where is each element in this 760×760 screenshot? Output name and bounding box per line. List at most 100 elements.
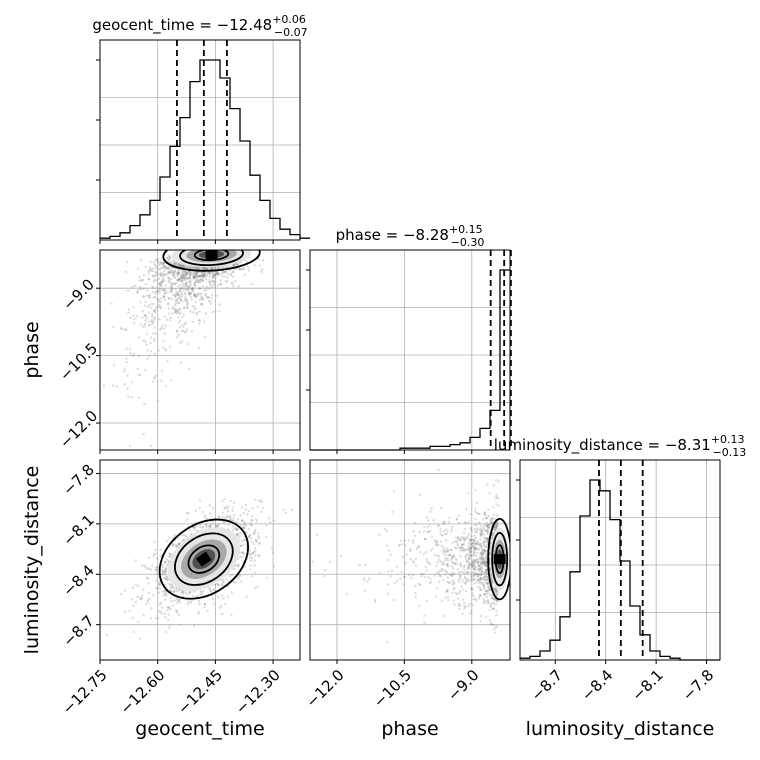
scatter-point (208, 282, 212, 285)
scatter-point (477, 560, 480, 564)
scatter-point (175, 298, 178, 301)
scatter-point (158, 263, 161, 267)
scatter-point (479, 566, 483, 569)
scatter-point (486, 537, 489, 541)
scatter-point (170, 282, 174, 285)
scatter-point (202, 274, 206, 277)
scatter-point (482, 548, 485, 552)
scatter-point (444, 528, 448, 531)
scatter-point (229, 517, 233, 520)
scatter-point (474, 546, 477, 550)
scatter-point (214, 310, 217, 313)
scatter-point (389, 575, 393, 578)
scatter-point (480, 552, 483, 556)
scatter-point (158, 298, 161, 302)
scatter-point (160, 369, 164, 372)
scatter-point (203, 275, 206, 278)
scatter-point (198, 267, 201, 271)
scatter-point (211, 310, 215, 314)
scatter-point (239, 524, 242, 527)
scatter-point (473, 547, 477, 550)
scatter-point (162, 262, 166, 265)
scatter-point (445, 553, 448, 557)
scatter-point (177, 279, 181, 282)
scatter-point (265, 535, 268, 538)
scatter-point (201, 274, 205, 277)
scatter-point (162, 327, 166, 330)
x-tick-label-geocent_time: −12.60 (116, 666, 168, 718)
scatter-point (167, 302, 170, 305)
scatter-point (178, 301, 181, 304)
scatter-point (477, 565, 481, 568)
scatter-point (207, 271, 211, 275)
scatter-point (203, 266, 207, 270)
scatter-point (161, 590, 164, 593)
scatter-point (475, 581, 478, 584)
scatter-point (251, 283, 254, 286)
scatter-point (480, 569, 484, 573)
scatter-point (189, 291, 193, 295)
scatter-point (224, 271, 227, 274)
scatter-point (256, 505, 260, 508)
scatter-point (185, 271, 188, 275)
scatter-point (154, 306, 158, 309)
scatter-point (253, 264, 257, 267)
scatter-point (169, 596, 173, 599)
scatter-point (241, 556, 244, 559)
scatter-point (241, 519, 244, 522)
scatter-point (495, 593, 499, 597)
scatter-point (175, 601, 179, 605)
scatter-point (213, 273, 216, 276)
scatter-point (255, 539, 258, 542)
scatter-point (472, 551, 476, 554)
scatter-point (463, 568, 466, 572)
scatter-point (423, 621, 426, 624)
scatter-point (172, 293, 175, 297)
scatter-point (462, 538, 466, 541)
scatter-point (212, 587, 215, 591)
scatter-point (165, 575, 169, 579)
scatter-point (159, 271, 162, 274)
scatter-point (482, 517, 485, 521)
scatter-point (193, 308, 197, 311)
scatter-point (165, 273, 169, 276)
scatter-point (475, 565, 478, 569)
scatter-point (232, 513, 236, 517)
scatter-point (136, 367, 139, 371)
scatter-point (477, 564, 481, 568)
scatter-point (195, 272, 198, 275)
scatter-point (472, 561, 476, 565)
scatter-point (447, 581, 451, 585)
scatter-point (141, 310, 145, 313)
scatter-point (162, 262, 165, 265)
scatter-point (472, 554, 475, 557)
scatter-point (208, 271, 212, 274)
scatter-point (181, 264, 184, 267)
scatter-point (186, 328, 189, 331)
scatter-point (490, 623, 493, 626)
scatter-point (471, 542, 475, 545)
scatter-point (260, 270, 263, 274)
scatter-point (490, 522, 493, 525)
scatter-point (159, 554, 163, 558)
scatter-point (378, 533, 381, 537)
scatter-point (135, 290, 139, 294)
scatter-point (480, 530, 484, 533)
scatter-point (467, 547, 471, 551)
scatter-point (488, 492, 491, 495)
scatter-point (154, 278, 157, 281)
scatter-point (414, 564, 418, 567)
scatter-point (160, 573, 164, 576)
scatter-point (182, 265, 185, 268)
scatter-point (123, 367, 126, 370)
scatter-point (187, 290, 190, 294)
scatter-point (480, 572, 483, 576)
scatter-point (450, 528, 454, 531)
scatter-point (144, 314, 147, 317)
scatter-point (144, 283, 147, 286)
scatter-point (474, 507, 477, 510)
scatter-point (475, 523, 478, 527)
scatter-point (454, 561, 457, 565)
scatter-point (452, 599, 456, 602)
scatter-point (199, 267, 203, 270)
